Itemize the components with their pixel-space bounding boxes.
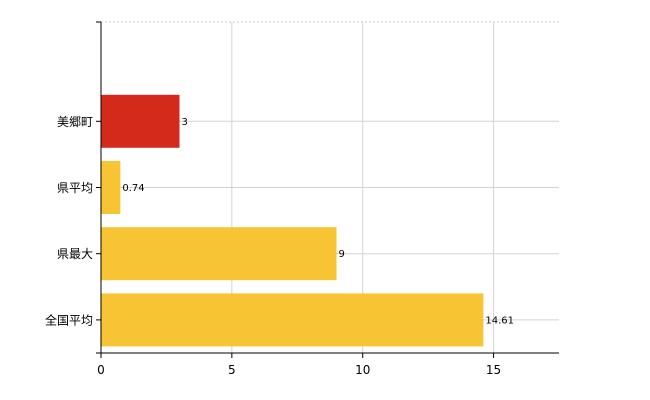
category-label-1: 県平均: [57, 181, 93, 195]
x-tick-label-3: 15: [486, 363, 501, 377]
data-label-0: 3: [182, 117, 188, 128]
category-label-3: 全国平均: [45, 312, 93, 327]
x-tick-label-2: 10: [355, 363, 370, 377]
x-tick-label-1: 5: [228, 363, 236, 377]
data-label-2: 9: [339, 249, 345, 260]
x-tick-label-0: 0: [97, 363, 105, 377]
bar-0: [101, 94, 180, 148]
bar-3: [101, 293, 484, 347]
data-label-3: 14.61: [485, 315, 514, 326]
bar-1: [101, 161, 121, 214]
category-label-0: 美郷町: [57, 115, 93, 129]
bar-2: [101, 227, 337, 281]
data-label-1: 0.74: [122, 183, 144, 194]
category-label-2: 県最大: [57, 247, 93, 261]
